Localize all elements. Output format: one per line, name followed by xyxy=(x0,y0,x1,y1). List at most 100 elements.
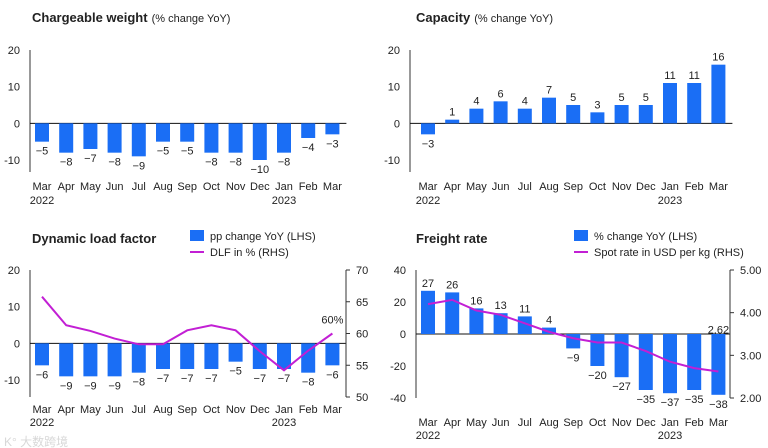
bar-data-label: 5 xyxy=(619,92,625,104)
bar xyxy=(542,97,556,124)
y-tick-label: 10 xyxy=(388,82,400,94)
bar xyxy=(252,343,267,369)
y-tick-label: -10 xyxy=(4,155,20,167)
y-tick-label: -10 xyxy=(4,375,20,387)
chart-title: Capacity (% change YoY) xyxy=(416,10,553,25)
bar-data-label: −5 xyxy=(181,146,194,158)
x-tick-label: Nov xyxy=(226,181,246,193)
legend-bar-swatch xyxy=(190,230,204,241)
bar xyxy=(663,334,677,394)
x-tick-label: Nov xyxy=(612,181,632,193)
bar xyxy=(131,123,146,157)
bar-data-label: −8 xyxy=(278,157,291,169)
x-tick-label: Feb xyxy=(299,181,318,193)
bar xyxy=(301,123,316,138)
bar xyxy=(59,343,74,377)
bar xyxy=(107,123,122,153)
bar xyxy=(590,112,605,124)
legend-bar-swatch xyxy=(574,230,588,241)
bar xyxy=(469,308,484,334)
bar-data-label: −5 xyxy=(157,146,170,158)
x-tick-label: Dec xyxy=(250,404,270,416)
x-year-label: 2023 xyxy=(658,195,682,207)
bar-data-label: −8 xyxy=(229,157,242,169)
x-tick-label: Aug xyxy=(153,181,173,193)
bar-data-label: −8 xyxy=(60,157,73,169)
legend-bar-label: % change YoY (LHS) xyxy=(594,231,697,243)
x-tick-label: Feb xyxy=(299,404,318,416)
y-tick-label: -20 xyxy=(390,361,406,373)
bar xyxy=(493,101,508,124)
x-tick-label: Mar xyxy=(709,417,728,429)
bar-data-label: −35 xyxy=(685,394,704,406)
bar-data-label: −35 xyxy=(636,394,655,406)
bar xyxy=(687,83,702,124)
x-tick-label: Feb xyxy=(685,417,704,429)
bar-data-label: −6 xyxy=(326,369,339,381)
x-tick-label: Oct xyxy=(589,417,606,429)
x-year-label: 2022 xyxy=(30,417,54,429)
y-tick-label: 20 xyxy=(8,45,20,57)
bar-data-label: 1 xyxy=(449,107,455,119)
bar xyxy=(35,123,49,142)
bar-data-label: −7 xyxy=(157,373,170,385)
bar xyxy=(156,343,170,369)
bar xyxy=(59,123,74,153)
bar-data-label: −3 xyxy=(326,138,339,150)
x-tick-label: Jun xyxy=(106,181,124,193)
x-tick-label: Nov xyxy=(226,404,246,416)
x-tick-label: Apr xyxy=(444,417,461,429)
bar-data-label: −9 xyxy=(567,352,580,364)
bar-data-label: 27 xyxy=(422,278,434,290)
bar xyxy=(180,123,195,142)
bar-data-label: 11 xyxy=(664,70,675,82)
chart-subtitle: (% change YoY) xyxy=(474,13,553,25)
bar xyxy=(614,334,629,378)
y-tick-label: 0 xyxy=(14,338,20,350)
x-year-label: 2022 xyxy=(416,195,440,207)
bar xyxy=(517,108,532,124)
y2-tick-label: 70 xyxy=(356,265,368,277)
bar-data-label: −9 xyxy=(84,380,97,392)
y-tick-label: 20 xyxy=(388,45,400,57)
bar-data-label: 16 xyxy=(470,295,482,307)
bar xyxy=(493,313,508,334)
x-tick-label: Nov xyxy=(612,417,632,429)
x-tick-label: Sep xyxy=(563,181,583,193)
x-tick-label: Jul xyxy=(518,417,532,429)
x-tick-label: Apr xyxy=(58,181,75,193)
x-tick-label: Oct xyxy=(203,404,220,416)
y2-tick-label: 3.00 xyxy=(740,350,761,362)
y2-tick-label: 60 xyxy=(356,329,368,341)
bar xyxy=(325,343,340,366)
bar xyxy=(252,123,267,160)
x-tick-label: Aug xyxy=(153,404,173,416)
line-end-label: 2.62 xyxy=(708,325,729,337)
legend-bar-label: pp change YoY (LHS) xyxy=(210,231,316,243)
y2-tick-label: 55 xyxy=(356,360,368,372)
bar-data-label: 5 xyxy=(643,92,649,104)
bar-data-label: 7 xyxy=(546,85,552,97)
bar-data-label: −27 xyxy=(612,381,631,393)
bar xyxy=(277,343,291,369)
bar xyxy=(204,123,219,153)
x-tick-label: Dec xyxy=(636,181,656,193)
bar-data-label: −7 xyxy=(278,373,291,385)
y-tick-label: 0 xyxy=(394,118,400,130)
bar xyxy=(614,105,629,124)
y2-tick-label: 4.00 xyxy=(740,308,761,320)
legend-line-label: DLF in % (RHS) xyxy=(210,247,289,259)
bar xyxy=(277,123,291,153)
bar-data-label: 26 xyxy=(446,279,458,291)
bar xyxy=(687,334,702,390)
chart-title: Chargeable weight (% change YoY) xyxy=(32,10,230,25)
chart-subtitle: (% change YoY) xyxy=(152,13,231,25)
y-tick-label: 10 xyxy=(8,82,20,94)
x-year-label: 2023 xyxy=(272,417,296,429)
bar xyxy=(180,343,195,369)
y2-tick-label: 50 xyxy=(356,392,368,404)
bar xyxy=(83,123,98,149)
x-tick-label: May xyxy=(80,404,101,416)
x-tick-label: Dec xyxy=(250,181,270,193)
